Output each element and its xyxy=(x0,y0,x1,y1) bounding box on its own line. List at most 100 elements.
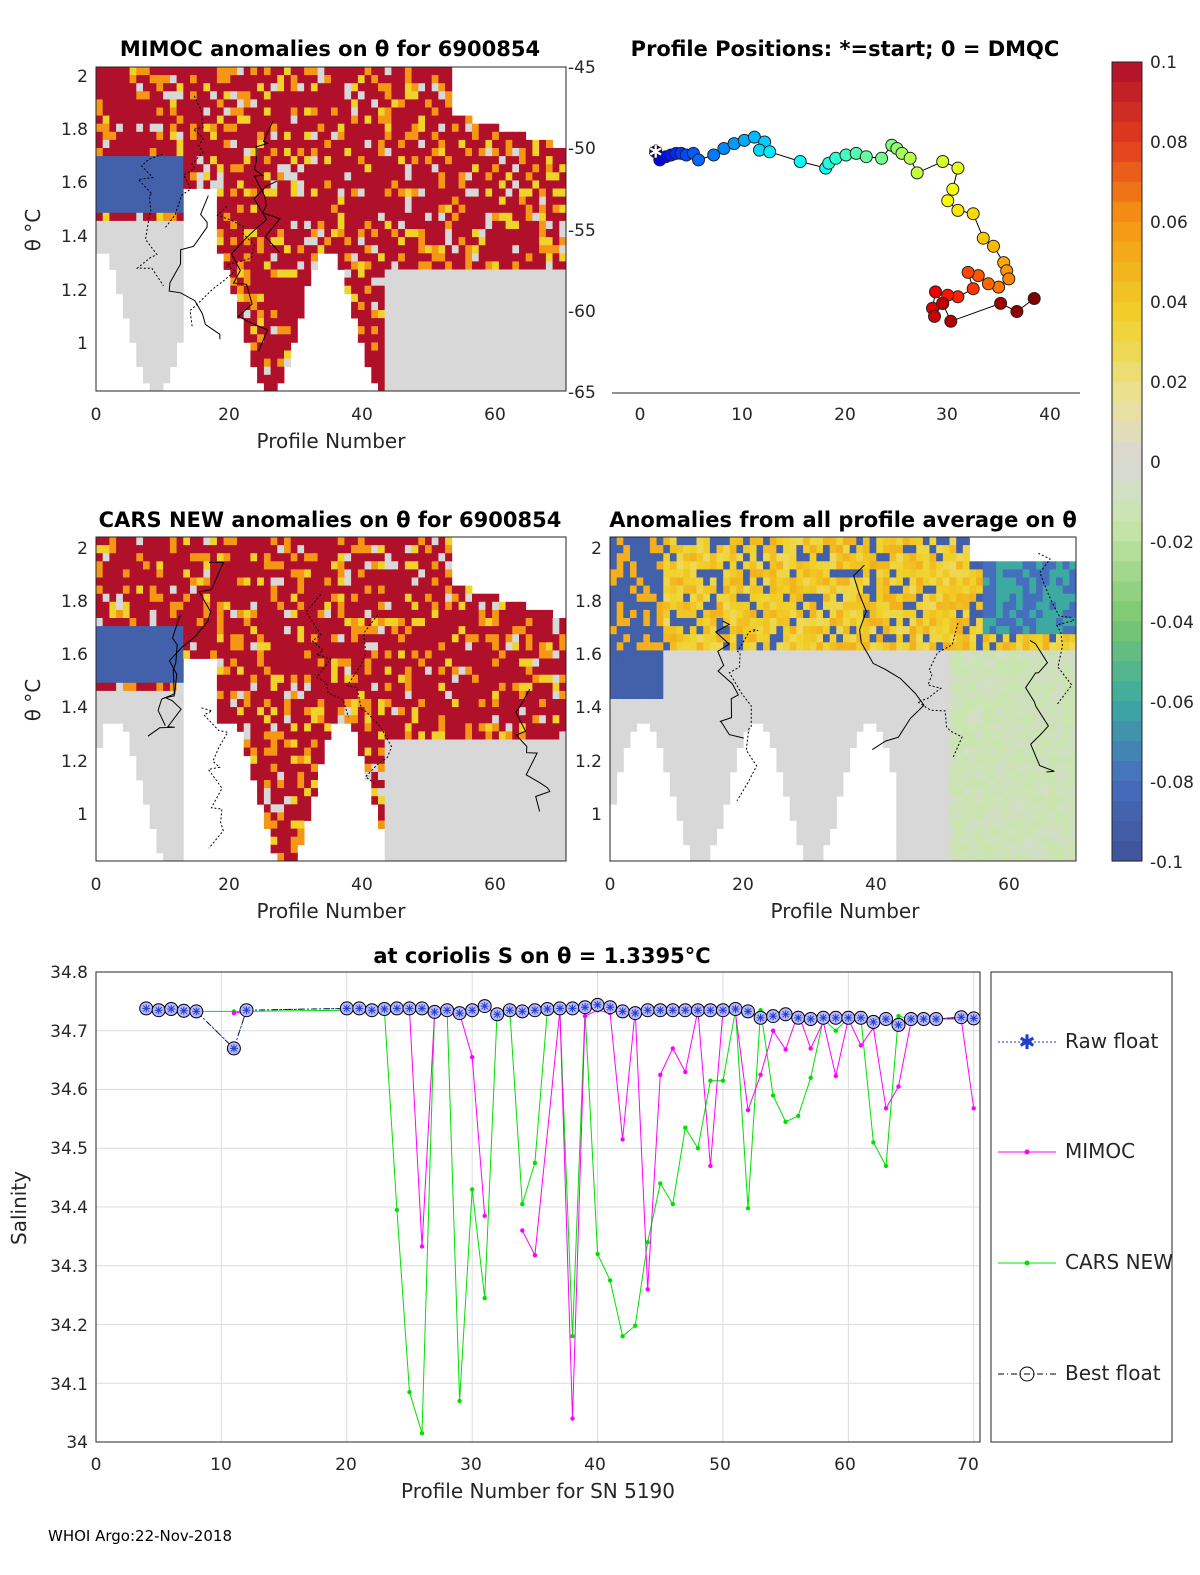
heatmap-cell xyxy=(418,212,426,222)
heatmap-cell xyxy=(431,561,439,570)
heatmap-cell xyxy=(331,707,339,716)
heatmap-cell xyxy=(630,666,638,676)
heatmap-cell xyxy=(364,342,372,351)
heatmap-cell xyxy=(257,253,265,262)
heatmap-cell xyxy=(163,180,171,189)
heatmap-cell xyxy=(505,204,513,214)
heatmap-cell xyxy=(109,123,117,133)
heatmap-cell xyxy=(317,755,325,765)
heatmap-cell xyxy=(263,780,271,789)
heatmap-cell xyxy=(492,123,500,133)
heatmap-cell xyxy=(250,237,258,246)
heatmap-cell xyxy=(425,658,433,667)
heatmap-cell xyxy=(116,99,124,108)
heatmap-cell xyxy=(552,196,560,206)
heatmap-cell xyxy=(498,836,506,846)
heatmap-cell xyxy=(163,650,171,659)
heatmap-cell xyxy=(559,634,567,643)
heatmap-cell xyxy=(411,374,419,384)
heatmap-cell xyxy=(317,107,325,116)
heatmap-cell xyxy=(418,180,426,189)
heatmap-cell xyxy=(216,609,224,619)
heatmap-cell xyxy=(317,642,325,651)
y-tick-label: 2 xyxy=(77,539,88,559)
heatmap-cell xyxy=(669,545,677,554)
heatmap-cell xyxy=(324,196,332,206)
heatmap-cell xyxy=(169,780,177,789)
heatmap-cell xyxy=(143,601,151,611)
heatmap-cell xyxy=(610,788,618,797)
heatmap-cell xyxy=(364,164,372,173)
heatmap-cell xyxy=(156,196,164,206)
heatmap-cell xyxy=(136,253,144,262)
heatmap-cell xyxy=(163,715,171,724)
heatmap-cell xyxy=(512,682,520,692)
heatmap-cell xyxy=(539,277,547,287)
heatmap-cell xyxy=(116,626,124,635)
heatmap-cell xyxy=(143,164,151,173)
heatmap-cell xyxy=(371,334,379,343)
heatmap-cell xyxy=(689,537,697,546)
heatmap-cell xyxy=(532,237,540,246)
heatmap-cell xyxy=(643,553,651,562)
heatmap-cell xyxy=(290,634,298,643)
heatmap-cell xyxy=(445,780,453,789)
heatmap-cell xyxy=(149,204,157,214)
heatmap-cell xyxy=(364,739,372,748)
heatmap-cell xyxy=(485,658,493,667)
heatmap-cell xyxy=(696,561,704,570)
heatmap-cell xyxy=(317,229,325,238)
heatmap-cell xyxy=(143,577,151,586)
heatmap-cell xyxy=(451,293,459,303)
heatmap-cell xyxy=(458,828,466,838)
heatmap-cell xyxy=(176,196,184,206)
heatmap-cell xyxy=(545,715,553,724)
heatmap-cell xyxy=(310,585,318,595)
heatmap-cell xyxy=(371,780,379,789)
heatmap-cell xyxy=(438,674,446,684)
heatmap-cell xyxy=(384,310,392,319)
heatmap-cell xyxy=(109,601,117,611)
heatmap-cell xyxy=(102,699,110,708)
heatmap-cell xyxy=(472,601,480,611)
heatmap-cell xyxy=(559,836,567,846)
heatmap-cell xyxy=(344,99,352,108)
heatmap-cell xyxy=(689,828,697,838)
heatmap-cell xyxy=(250,634,258,643)
heatmap-cell xyxy=(465,164,473,173)
heatmap-cell xyxy=(317,666,325,676)
heatmap-cell xyxy=(116,220,124,230)
heatmap-cell xyxy=(357,537,365,546)
heatmap-cell xyxy=(250,318,258,327)
heatmap-cell xyxy=(257,771,265,781)
heatmap-cell xyxy=(324,172,332,181)
heatmap-cell xyxy=(398,310,406,319)
heatmap-cell xyxy=(263,682,271,692)
heatmap-cell xyxy=(478,310,486,319)
heatmap-cell xyxy=(418,658,426,667)
heatmap-cell xyxy=(351,75,359,84)
heatmap-cell xyxy=(149,196,157,206)
heatmap-cell xyxy=(532,253,540,262)
heatmap-cell xyxy=(398,699,406,708)
heatmap-cell xyxy=(351,139,359,149)
heatmap-cell xyxy=(559,771,567,781)
heatmap-cell xyxy=(176,67,184,76)
heatmap-cell xyxy=(616,715,624,724)
heatmap-cell xyxy=(643,674,651,684)
heatmap-cell xyxy=(257,577,265,586)
heatmap-cell xyxy=(539,188,547,197)
heatmap-cell xyxy=(257,601,265,611)
heatmap-cell xyxy=(689,609,697,619)
heatmap-cell xyxy=(512,812,520,821)
heatmap-cell xyxy=(297,212,305,222)
heatmap-cell xyxy=(364,212,372,222)
heatmap-cell xyxy=(243,148,251,157)
heatmap-cell xyxy=(324,731,332,740)
heatmap-cell xyxy=(676,763,684,773)
heatmap-cell xyxy=(143,293,151,303)
heatmap-cell xyxy=(458,650,466,659)
heatmap-cell xyxy=(505,601,513,611)
heatmap-cell xyxy=(411,212,419,222)
heatmap-cell xyxy=(411,577,419,586)
